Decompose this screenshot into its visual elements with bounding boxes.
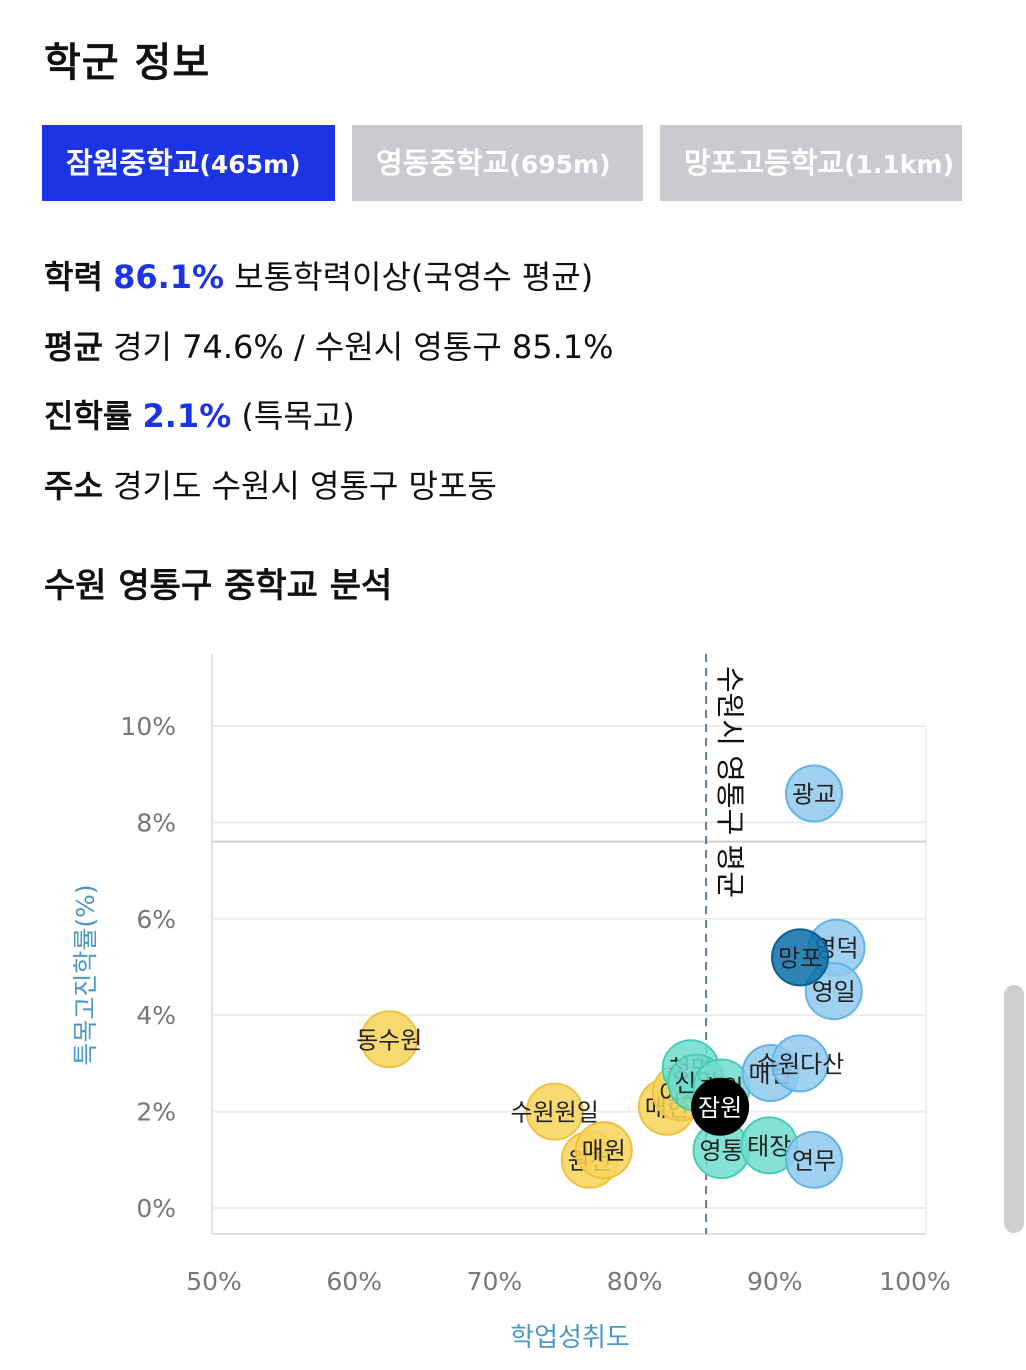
y-tick-label: 2% — [136, 1098, 176, 1127]
school-point — [360, 1010, 419, 1069]
school-point — [785, 1130, 844, 1189]
school-point-label: 망포 — [778, 944, 822, 972]
address-text: 경기도 수원시 영통구 망포동 — [113, 467, 497, 505]
average-vertical-label: 수원시 영통구 평균 — [713, 666, 747, 898]
tab-distance: (1.1km) — [844, 150, 954, 179]
school-point-label: 수원원일 — [511, 1099, 599, 1127]
average-row: 평균 경기 74.6% / 수원시 영통구 85.1% — [44, 322, 614, 368]
address-row: 주소 경기도 수원시 영통구 망포동 — [44, 461, 497, 507]
school-point-label: 영통 — [699, 1137, 743, 1165]
school-point-label: 수원다산 — [756, 1050, 844, 1078]
tab-yeongdong-middle[interactable]: 영동중학교(695m) — [352, 125, 643, 201]
achievement-desc: 보통학력이상(국영수 평균) — [234, 258, 594, 296]
school-point — [785, 764, 844, 823]
school-point — [691, 1077, 750, 1136]
y-tick-label: 10% — [120, 712, 176, 741]
admission-value: 2.1% — [142, 397, 232, 435]
average-label: 평균 — [44, 328, 103, 366]
achievement-row: 학력 86.1% 보통학력이상(국영수 평균) — [44, 252, 593, 298]
school-point-label: 연무 — [792, 1147, 836, 1175]
school-point — [771, 1034, 830, 1093]
school-point-label: 영일 — [812, 978, 856, 1006]
y-axis-title: 특목고진학률(%) — [71, 884, 100, 1065]
x-tick-label: 50% — [186, 1267, 242, 1296]
admission-row: 진학률 2.1% (특목고) — [44, 391, 355, 437]
x-axis-title: 학업성취도 — [510, 1323, 630, 1353]
tab-name: 잠원중학교 — [66, 146, 200, 180]
y-tick-label: 8% — [136, 808, 176, 837]
school-point-label: 태장 — [747, 1132, 791, 1160]
address-label: 주소 — [44, 467, 103, 505]
achievement-label: 학력 — [44, 258, 103, 296]
school-point — [525, 1082, 584, 1141]
school-point — [574, 1121, 633, 1180]
x-tick-label: 70% — [467, 1267, 523, 1296]
school-point-label: 잠원 — [698, 1094, 742, 1122]
x-tick-label: 60% — [326, 1267, 382, 1296]
tab-mangpo-high[interactable]: 망포고등학교(1.1km) — [660, 125, 962, 201]
scrollbar[interactable] — [1004, 985, 1024, 1233]
tab-name: 망포고등학교 — [684, 146, 845, 180]
average-text: 경기 74.6% / 수원시 영통구 85.1% — [113, 328, 614, 366]
school-point-label: 매원 — [582, 1137, 626, 1165]
admission-label: 진학률 — [44, 397, 133, 435]
school-point — [771, 928, 830, 987]
achievement-value: 86.1% — [113, 258, 225, 296]
x-tick-label: 90% — [747, 1267, 803, 1296]
x-tick-label: 80% — [607, 1267, 663, 1296]
school-tabs: 잠원중학교(465m) 영동중학교(695m) 망포고등학교(1.1km) — [42, 125, 962, 201]
school-scatter-chart: 0% 2% 4% 6% 8% 10% 50% 60% 70% 80% 90% 100% 수원시 영통구 … — [71, 654, 951, 1353]
tab-distance: (695m) — [509, 150, 611, 179]
school-point-label: 동수원 — [356, 1026, 422, 1054]
x-tick-label: 100% — [879, 1267, 950, 1296]
y-tick-label: 4% — [136, 1001, 176, 1030]
tab-distance: (465m) — [199, 150, 301, 179]
tab-name: 영동중학교 — [376, 146, 510, 180]
tab-jamwon-middle[interactable]: 잠원중학교(465m) — [42, 125, 335, 201]
y-tick-label: 0% — [136, 1194, 176, 1223]
page-title: 학군 정보 — [44, 40, 211, 86]
admission-desc: (특목고) — [241, 397, 355, 435]
section-title: 수원 영통구 중학교 분석 — [44, 566, 393, 606]
y-tick-label: 6% — [136, 905, 176, 934]
school-point-label: 광교 — [792, 780, 836, 808]
